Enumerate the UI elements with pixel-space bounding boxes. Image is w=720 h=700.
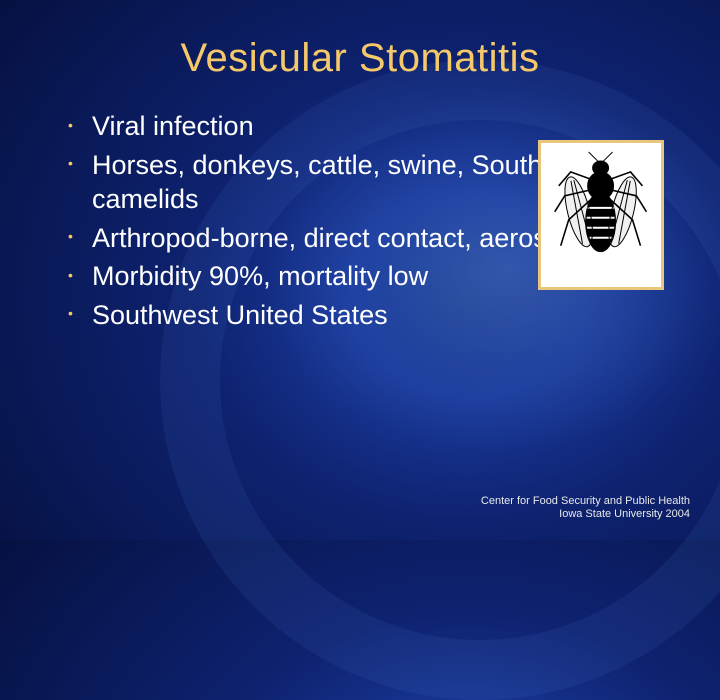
footer-credit: Center for Food Security and Public Heal… xyxy=(481,495,690,523)
list-item: Viral infection xyxy=(68,109,676,144)
list-item: Southwest United States xyxy=(68,298,676,333)
fly-icon xyxy=(549,150,652,280)
arthropod-image xyxy=(538,140,664,290)
slide-title: Vesicular Stomatitis xyxy=(44,36,676,81)
footer-line: Iowa State University 2004 xyxy=(481,508,690,522)
footer-line: Center for Food Security and Public Heal… xyxy=(481,495,690,509)
